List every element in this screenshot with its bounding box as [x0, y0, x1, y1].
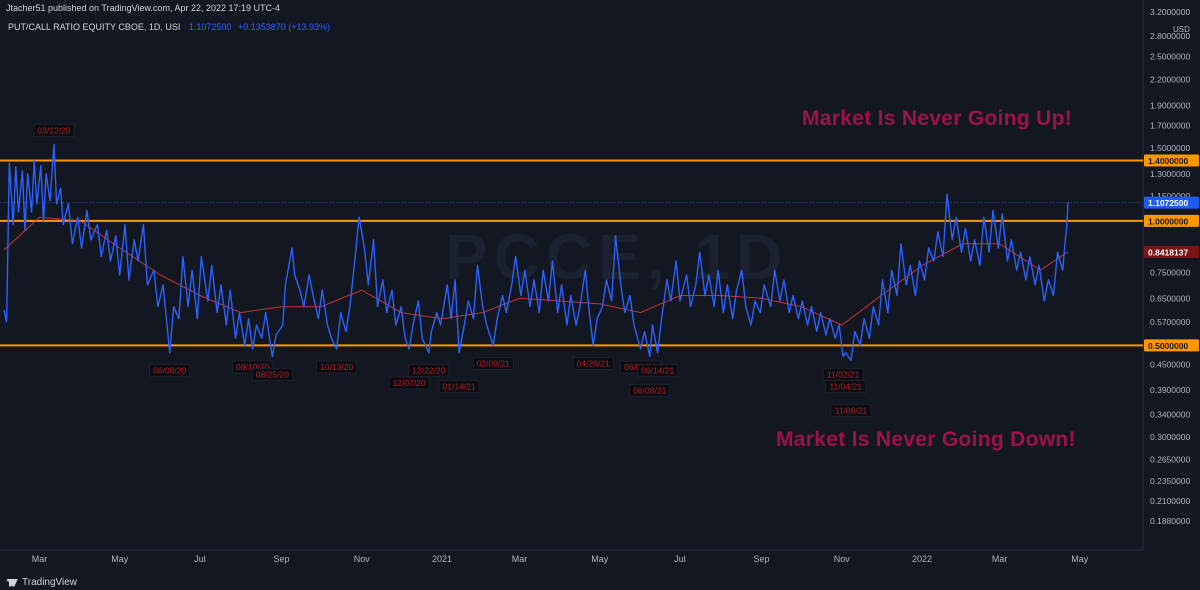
date-label: 06/14/21: [641, 366, 674, 376]
x-tick-label: Sep: [754, 554, 770, 564]
y-tick-label: 0.3000000: [1150, 432, 1190, 442]
tradingview-logo-icon: [6, 578, 18, 587]
change-value: +0.1353870 (+13.93%): [237, 22, 331, 32]
annotation-market-down: Market Is Never Going Down!: [776, 428, 1076, 451]
date-label: 11/04/21: [829, 382, 862, 392]
date-label-box: [438, 380, 480, 393]
date-label-box: [316, 360, 357, 374]
date-label: 02/09/21: [477, 358, 510, 368]
y-tick-label: 0.2350000: [1150, 476, 1190, 486]
date-label-box: [629, 384, 671, 397]
y-tick-label: 0.3400000: [1150, 410, 1190, 420]
y-tick-label: 0.4500000: [1150, 359, 1190, 369]
y-tick-label: 2.5000000: [1150, 51, 1190, 61]
y-tick-label: 2.2000000: [1150, 74, 1190, 84]
date-label-box: [472, 357, 514, 370]
y-tick-label: 1.3000000: [1150, 169, 1190, 179]
x-tick-label: Sep: [273, 554, 289, 564]
y-tick-label: 1.5000000: [1150, 143, 1190, 153]
y-tick-label: 0.1880000: [1150, 516, 1190, 526]
date-label-box: [149, 364, 190, 377]
y-tick-label: 0.2650000: [1150, 454, 1190, 464]
publisher-info: Jtacher51 published on TradingView.com, …: [6, 3, 281, 13]
y-tick-label: 2.8000000: [1150, 31, 1190, 41]
put-call-ratio-line: [3, 143, 1069, 361]
date-label-box: [388, 376, 430, 390]
y-tick-label: 1.7000000: [1150, 121, 1190, 131]
y-tick-label: 0.7500000: [1150, 268, 1190, 278]
x-tick-label: Mar: [992, 554, 1008, 564]
y-tick-label: 0.3900000: [1150, 385, 1190, 395]
date-label: 08/10/20: [236, 362, 269, 372]
last-value: 1.1072500: [188, 22, 232, 32]
x-tick-label: 2021: [432, 554, 452, 564]
x-tick-label: May: [111, 554, 129, 564]
y-tick-label: 0.2100000: [1150, 496, 1190, 506]
date-label: 06/08/20: [153, 366, 186, 376]
ma-price-badge: 0.8418137: [1148, 247, 1188, 257]
date-label: 01/14/21: [443, 382, 476, 392]
date-label-box: [572, 357, 614, 370]
x-tick-label: Nov: [834, 554, 851, 564]
currency-label: USD: [1173, 25, 1190, 34]
date-label: 06/08/21: [633, 385, 666, 395]
level-price-badge: 0.5000000: [1148, 341, 1188, 351]
date-label-box: [33, 124, 75, 137]
date-label: 11/08/21: [835, 405, 868, 415]
date-label: 04/26/21: [577, 358, 610, 368]
date-label-box: [408, 364, 450, 377]
x-tick-label: May: [1071, 554, 1089, 564]
date-label-box: [637, 364, 678, 377]
level-price-badge-bg: [1144, 214, 1199, 227]
level-price-badge-bg: [1144, 339, 1199, 352]
date-label: 12/07/20: [393, 378, 426, 388]
x-tick-label: 2022: [912, 554, 932, 564]
date-label: 03/12/20: [37, 126, 70, 136]
date-label: 10/13/20: [320, 362, 353, 372]
date-label: 08/25/20: [256, 369, 289, 379]
x-tick-label: Jul: [674, 554, 686, 564]
x-tick-label: Nov: [354, 554, 371, 564]
ma-price-badge-bg: [1144, 245, 1199, 258]
date-label-box: [825, 380, 866, 393]
tradingview-logo[interactable]: TradingView: [6, 577, 77, 588]
x-tick-label: Jul: [194, 554, 206, 564]
y-tick-label: 1.9000000: [1150, 101, 1190, 111]
date-label-box: [252, 368, 293, 381]
last-price-badge-bg: [1144, 196, 1199, 209]
level-price-badge-bg: [1144, 154, 1199, 167]
date-label-box: [830, 404, 872, 417]
y-tick-label: 0.5700000: [1150, 317, 1190, 327]
last-price-badge: 1.1072500: [1148, 198, 1188, 208]
level-price-badge: 1.4000000: [1148, 156, 1188, 166]
y-tick-label: 3.2000000: [1150, 7, 1190, 17]
x-tick-label: Mar: [512, 554, 528, 564]
symbol-title: PUT/CALL RATIO EQUITY CBOE, 1D, USI: [8, 22, 181, 32]
level-price-badge: 1.0000000: [1148, 216, 1188, 226]
x-tick-label: Mar: [32, 554, 48, 564]
date-label: 11/02/21: [827, 369, 860, 379]
y-tick-label: 0.6500000: [1150, 293, 1190, 303]
y-tick-label: 1.1500000: [1150, 191, 1190, 201]
annotation-market-up: Market Is Never Going Up!: [802, 107, 1073, 130]
tradingview-brand: TradingView: [22, 577, 78, 588]
date-label: 12/22/20: [412, 366, 445, 376]
x-tick-label: May: [591, 554, 609, 564]
chart-legend: PUT/CALL RATIO EQUITY CBOE, 1D, USI 1.10…: [8, 22, 330, 32]
